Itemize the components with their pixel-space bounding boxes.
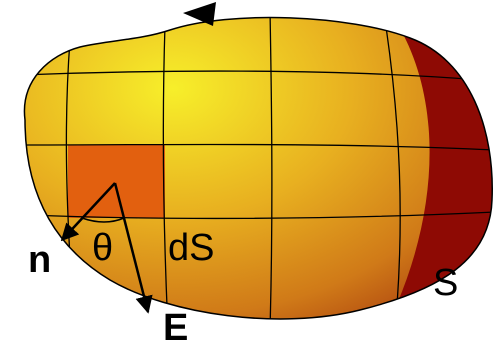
- angle-label: θ: [92, 227, 113, 269]
- element-label: dS: [168, 227, 214, 269]
- surface-label: S: [433, 262, 458, 304]
- field-label: E: [163, 307, 188, 349]
- surface-element: [68, 145, 165, 218]
- surface: [0, 0, 495, 354]
- normal-label: n: [28, 239, 51, 281]
- flux-diagram: n θ dS S E: [0, 0, 495, 354]
